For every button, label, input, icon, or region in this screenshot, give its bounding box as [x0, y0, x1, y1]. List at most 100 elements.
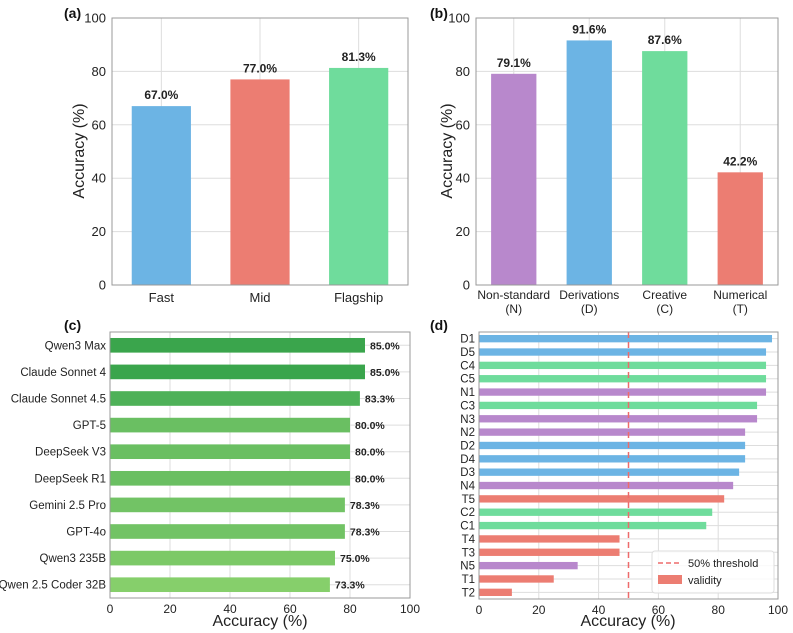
- bar-value-label: 85.0%: [370, 367, 400, 379]
- bar: [479, 388, 767, 396]
- y-tick-label: N4: [460, 481, 475, 493]
- y-tick-label: Claude Sonnet 4.5: [11, 394, 106, 406]
- bar: [479, 508, 713, 516]
- y-tick-label: D5: [460, 347, 475, 359]
- y-tick-label: 0: [463, 278, 470, 293]
- bar: [110, 524, 345, 539]
- x-tick-label: (D): [581, 302, 598, 316]
- bar-value-label: 80.0%: [355, 473, 385, 485]
- panel-b: (b) Accuracy (%) 0 20 40 60 80 100 79.1% Non-st…: [430, 5, 779, 316]
- plot-frame: [475, 17, 779, 286]
- panel-a-ylabel: Accuracy (%): [71, 103, 88, 198]
- bar: [479, 588, 512, 596]
- bar-value-label: 80.0%: [355, 420, 385, 432]
- legend-validity-swatch: [658, 575, 682, 584]
- y-tick-label: T5: [462, 494, 475, 506]
- bar: [110, 391, 360, 406]
- bar: [479, 401, 758, 410]
- bar: [329, 67, 389, 285]
- y-tick-label: T4: [462, 534, 476, 546]
- y-tick-label: Qwen 2.5 Coder 32B: [0, 580, 106, 592]
- y-tick-label: N2: [460, 427, 475, 439]
- plot-frame: [111, 17, 409, 286]
- y-tick-label: GPT-5: [73, 420, 106, 432]
- panel-d-xlabel: Accuracy (%): [580, 613, 675, 630]
- panel-b-label: (b): [430, 5, 448, 21]
- bar-value-label: 87.6%: [648, 33, 682, 47]
- y-tick-label: C2: [460, 507, 475, 519]
- bar-value-label: 67.0%: [144, 88, 178, 102]
- bar: [479, 335, 773, 343]
- bar-value-label: 42.2%: [723, 154, 757, 168]
- y-tick-label: 0: [99, 278, 106, 293]
- y-tick-label: 100: [84, 11, 106, 26]
- x-tick-label: 100: [768, 603, 788, 617]
- y-tick-label: D2: [460, 440, 475, 452]
- bar: [566, 40, 612, 285]
- y-tick-label: 40: [456, 171, 470, 186]
- bar: [479, 348, 767, 356]
- plot-frame: [109, 331, 411, 599]
- x-tick-label: Non-standard: [477, 288, 550, 302]
- x-tick-label: 20: [163, 602, 177, 616]
- bar-value-label: 79.1%: [497, 56, 531, 70]
- bar: [479, 495, 725, 503]
- y-tick-label: Claude Sonnet 4: [20, 367, 106, 379]
- y-tick-label: C5: [460, 374, 475, 386]
- x-tick-label: 60: [283, 602, 297, 616]
- y-tick-label: Gemini 2.5 Pro: [29, 500, 106, 512]
- y-tick-label: N1: [460, 387, 475, 399]
- bar: [110, 364, 365, 380]
- bar: [479, 561, 578, 570]
- x-tick-label: Fast: [149, 290, 175, 305]
- bar: [110, 577, 330, 593]
- bar: [479, 361, 767, 370]
- bar-value-label: 85.0%: [370, 340, 400, 352]
- bar-value-label: 81.3%: [342, 50, 376, 64]
- x-tick-label: (C): [656, 302, 673, 316]
- y-tick-label: 60: [92, 117, 106, 132]
- bar: [110, 417, 350, 433]
- y-tick-label: 100: [448, 11, 470, 26]
- y-tick-label: DeepSeek R1: [34, 473, 106, 485]
- bar: [479, 441, 746, 450]
- y-tick-label: 80: [92, 64, 106, 79]
- bar: [131, 106, 191, 285]
- legend-threshold-label: 50% threshold: [688, 558, 758, 570]
- bar: [479, 415, 758, 423]
- bar-value-label: 80.0%: [355, 447, 385, 459]
- panel-d: (d) Accuracy (%) 0 20 40 60 80 100D1D5C4C5N1C…: [430, 317, 788, 630]
- y-tick-label: N3: [460, 414, 475, 426]
- x-tick-label: Numerical: [713, 288, 767, 302]
- y-tick-label: DeepSeek V3: [35, 447, 106, 459]
- x-tick-label: Derivations: [559, 288, 619, 302]
- legend-box: [651, 550, 775, 594]
- bar: [479, 548, 620, 556]
- bar: [479, 575, 554, 583]
- panel-a-label: (a): [64, 5, 81, 21]
- panel-a: (a) Accuracy (%) 0 20 40 60 80 100 67.0% Fast 77…: [64, 5, 409, 305]
- plot-frame: [478, 331, 779, 600]
- bar: [717, 172, 763, 285]
- bar: [110, 470, 350, 486]
- x-tick-label: (N): [505, 302, 522, 316]
- bar: [642, 51, 688, 285]
- bar: [479, 428, 746, 436]
- y-tick-label: D1: [460, 334, 475, 346]
- panel-c-xlabel: Accuracy (%): [212, 613, 307, 630]
- x-tick-label: 0: [107, 602, 114, 616]
- y-tick-label: 40: [92, 171, 106, 186]
- y-tick-label: C4: [460, 360, 475, 372]
- y-tick-label: C3: [460, 400, 475, 412]
- panel-d-label: (d): [430, 317, 448, 333]
- y-tick-label: 80: [456, 64, 470, 79]
- panel-c-label: (c): [64, 317, 81, 333]
- y-tick-label: Qwen3 Max: [45, 340, 107, 352]
- x-tick-label: 100: [400, 602, 420, 616]
- y-tick-label: N5: [460, 561, 475, 573]
- y-tick-label: GPT-4o: [66, 527, 106, 539]
- legend-validity-label: validity: [688, 575, 722, 587]
- x-tick-label: 60: [652, 603, 666, 617]
- x-tick-label: Mid: [250, 290, 271, 305]
